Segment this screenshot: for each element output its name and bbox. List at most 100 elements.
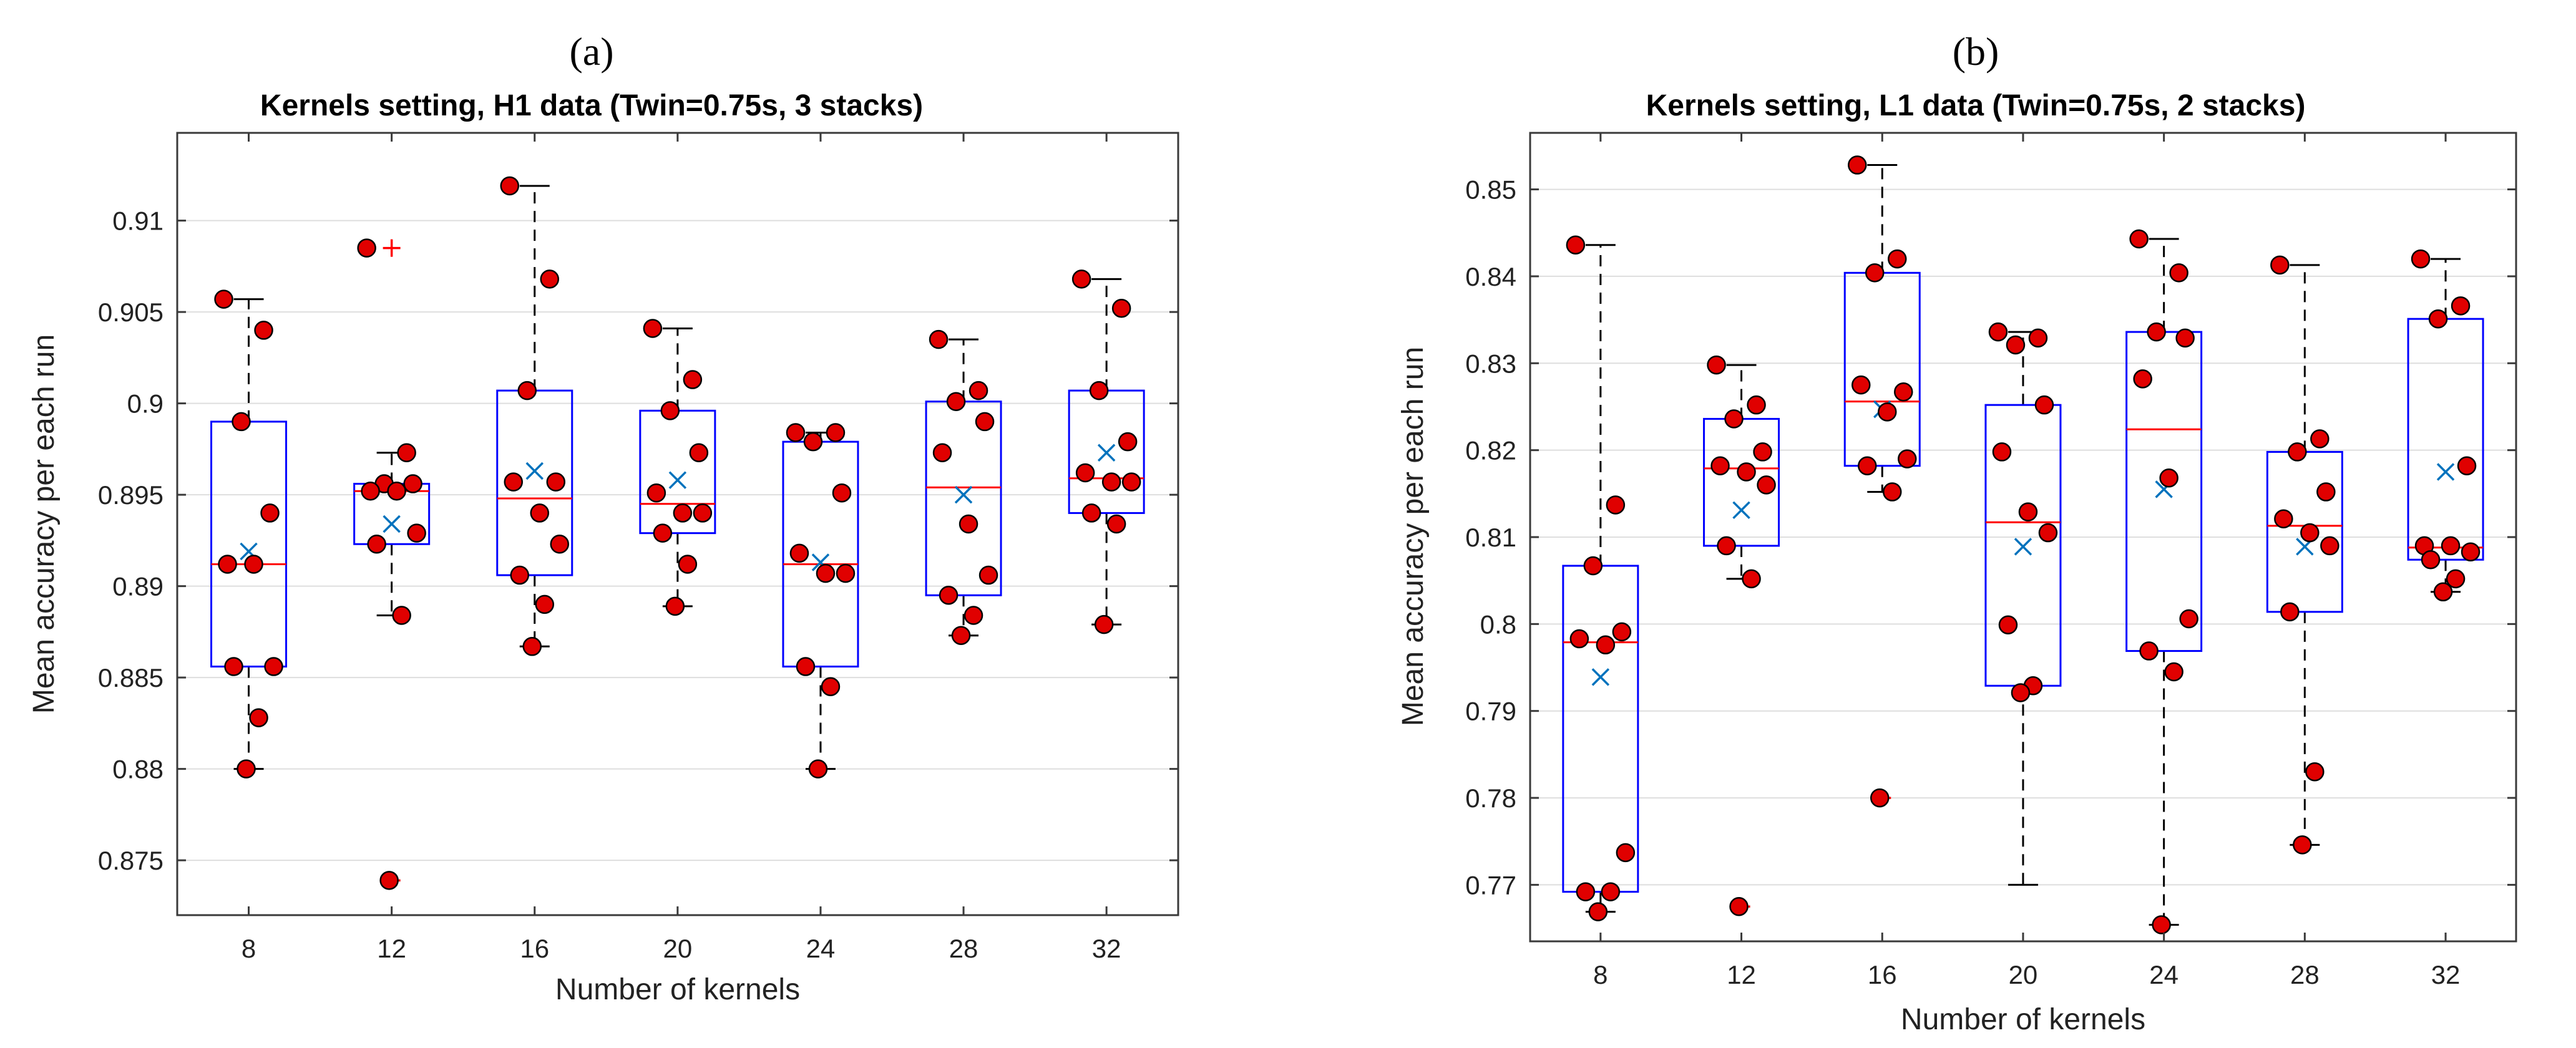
- panel-b-data-point: [1998, 615, 2018, 634]
- panel-b-data-point: [2129, 229, 2149, 249]
- panel-a-y-axis-label: Mean accuracy per each run: [27, 334, 61, 714]
- panel-b-data-point: [2441, 536, 2461, 556]
- panel-a-data-point: [387, 482, 406, 501]
- panel-a-x-tick-label: 28: [949, 934, 978, 963]
- panel-a-x-tick-label: 12: [377, 934, 406, 963]
- panel-a-data-point: [932, 443, 952, 462]
- panel-a-data-point: [964, 606, 983, 625]
- panel-a-data-point: [683, 370, 703, 389]
- panel-b-data-point: [2270, 255, 2290, 275]
- panel-a-data-point: [522, 637, 542, 656]
- panel-b-y-axis-label: Mean accuracy per each run: [1397, 347, 1430, 726]
- panel-b-data-point: [2411, 249, 2431, 269]
- panel-b-data-point: [2305, 762, 2325, 782]
- panel-a-data-point: [392, 606, 411, 625]
- panel-b-data-point: [2293, 835, 2312, 855]
- panel-b-x-tick-label: 16: [1868, 960, 1897, 989]
- panel-b-letter: (b): [1953, 29, 1999, 74]
- panel-a-data-point: [673, 503, 693, 523]
- panel-a-data-point: [500, 176, 519, 196]
- panel-b-data-point: [2433, 582, 2453, 602]
- panel-b-data-point: [1988, 322, 2008, 342]
- panel-a-data-point: [540, 269, 559, 289]
- panel-a-data-point: [254, 321, 273, 340]
- panel-b-mean-marker: [1591, 668, 1610, 686]
- panel-a-y-tick-label: 0.885: [98, 663, 163, 692]
- panel-a-data-point: [407, 523, 426, 543]
- panel-b-data-point: [1729, 897, 1749, 916]
- panel-a-data-point: [975, 412, 995, 432]
- panel-a-data-point: [939, 586, 959, 605]
- panel-b-data-point: [1710, 456, 1730, 475]
- panel-a-title: Kernels setting, H1 data (Twin=0.75s, 3 …: [260, 89, 923, 122]
- panel-b-y-tick-label: 0.8: [1480, 609, 1516, 639]
- panel-b-y-tick-label: 0.85: [1465, 175, 1516, 205]
- panel-b-data-point: [2274, 509, 2293, 528]
- panel-a-gridlines: [177, 220, 1178, 861]
- panel-b-data-point: [2288, 442, 2307, 462]
- panel-a-data-point: [224, 657, 243, 676]
- panel-b-y-tick-label: 0.78: [1465, 784, 1516, 813]
- panel-b-data-point: [2280, 602, 2300, 622]
- panel-a-letter: (a): [569, 29, 613, 74]
- panel-a-data-point: [367, 534, 386, 554]
- panel-a-data-point: [550, 534, 569, 554]
- panel-a-data-point: [803, 432, 823, 452]
- panel-a-y-tick-label: 0.88: [112, 755, 163, 784]
- panel-a-data-point: [832, 483, 852, 503]
- panel-a-data-point: [379, 871, 399, 890]
- panel-a-data-point: [1071, 269, 1091, 289]
- panel-b-y-ticks: 0.77 0.78 0.79 0.8 0.81 0.82 0.83 0.84 0.85: [1465, 175, 2516, 900]
- panel-a-data-point: [929, 329, 949, 349]
- panel-b-title: Kernels setting, L1 data (Twin=0.75s, 2 …: [1646, 89, 2306, 122]
- panel-a-x-tick-label: 32: [1092, 934, 1121, 963]
- panel-a-mean-marker: [1097, 444, 1116, 462]
- panel-b-x-axis-label: Number of kernels: [1901, 1003, 2145, 1036]
- panel-b-data-point: [2159, 468, 2178, 488]
- panel-a-x-axis-label: Number of kernels: [555, 973, 800, 1006]
- panel-b-data-point: [2300, 523, 2320, 543]
- panel-b-x-tick-label: 32: [2431, 960, 2461, 989]
- panel-b-data-point: [2028, 328, 2048, 348]
- panel-b-data-point: [2018, 502, 2038, 522]
- panel-a-data-point: [796, 657, 816, 676]
- panel-a-data-point: [403, 474, 422, 493]
- panel-b-plot: [1562, 155, 2484, 934]
- panel-a-data-point: [643, 319, 663, 338]
- panel-b-data-point: [1865, 263, 1885, 283]
- panel-a-data-point: [646, 483, 666, 503]
- panel-a-data-point: [660, 401, 680, 420]
- panel-a-plot: [210, 176, 1145, 890]
- panel-a-data-point: [1121, 472, 1141, 492]
- panel-a-data-point: [357, 238, 376, 258]
- panel-b-data-point: [1707, 355, 1726, 375]
- panel-a-data-point: [1118, 432, 1138, 452]
- panel-b-data-point: [2011, 683, 2031, 702]
- panel-a-data-point: [260, 503, 280, 523]
- panel-b-data-point: [2320, 536, 2339, 556]
- panel-a-mean-marker: [954, 485, 973, 504]
- panel-b-y-tick-label: 0.81: [1465, 523, 1516, 552]
- panel-b-data-point: [1588, 902, 1608, 921]
- panel-a-data-point: [1101, 472, 1121, 492]
- panel-a-data-point: [693, 503, 713, 523]
- panel-b-y-tick-label: 0.79: [1465, 697, 1516, 726]
- panel-b-y-tick-label: 0.83: [1465, 349, 1516, 378]
- panel-a-data-point: [968, 381, 988, 400]
- panel-b-data-point: [2421, 550, 2441, 570]
- panel-a-data-point: [361, 482, 380, 501]
- panel-b-data-point: [2139, 641, 2159, 661]
- panel-b-data-point: [1724, 409, 1744, 429]
- panel-b-data-point: [1992, 442, 2012, 462]
- panel-b-x-ticks: 8 12 16 20 24 28 32: [1593, 133, 2460, 989]
- panel-a-y-tick-label: 0.875: [98, 846, 163, 875]
- panel-b-data-point: [2179, 609, 2198, 629]
- panel-a-data-point: [510, 565, 529, 585]
- panel-b-data-point: [1566, 235, 1586, 255]
- panel-a-data-point: [826, 423, 846, 442]
- panel-b-mean-marker: [2436, 463, 2455, 481]
- panel-a-y-tick-label: 0.905: [98, 298, 163, 327]
- panel-b-data-point: [1894, 382, 1913, 402]
